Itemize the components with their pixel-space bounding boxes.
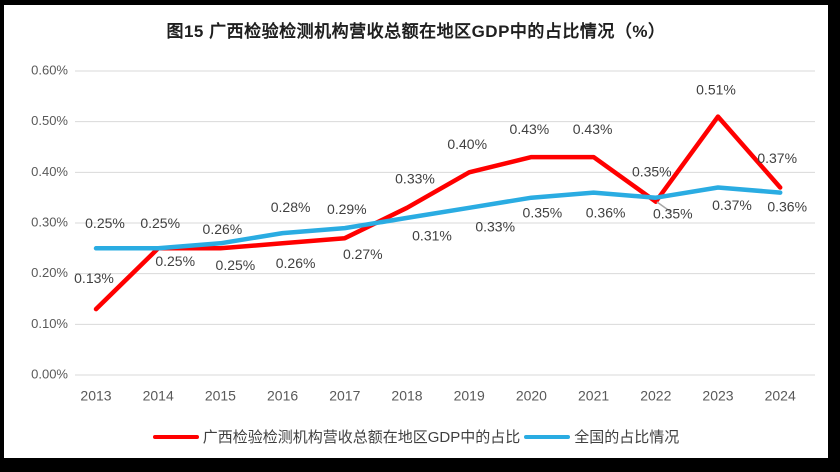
data-label: 0.27% [343,246,383,262]
data-label: 0.51% [696,81,736,97]
data-label: 0.43% [573,121,613,137]
data-label: 0.25% [216,257,256,273]
y-tick-label: 0.50% [31,113,68,128]
y-tick-label: 0.40% [31,164,68,179]
x-tick-label: 2013 [80,388,111,404]
data-label: 0.33% [395,171,435,187]
x-tick-label: 2017 [329,388,360,404]
legend-red-line-icon [152,434,199,439]
x-tick-label: 2023 [702,388,733,404]
y-tick-label: 0.30% [31,214,68,229]
data-label: 0.26% [203,221,243,237]
data-label: 0.35% [523,204,563,220]
data-label: 0.36% [586,204,626,220]
x-tick-label: 2021 [578,388,609,404]
x-tick-label: 2022 [640,388,671,404]
y-tick-label: 0.00% [31,366,68,381]
data-label: 0.43% [510,121,550,137]
x-tick-label: 2024 [765,388,796,404]
data-label: 0.37% [757,150,797,166]
data-label: 0.37% [712,197,752,213]
data-label: 0.26% [276,255,316,271]
legend: 广西检验检测机构营收总额在地区GDP中的占比 全国的占比情况 [4,426,828,447]
data-label: 0.36% [767,198,807,214]
series-line-national [93,185,783,251]
x-tick-label: 2018 [391,388,422,404]
data-label: 0.28% [271,199,311,215]
legend-label-guangxi: 广西检验检测机构营收总额在地区GDP中的占比 [202,429,521,446]
data-label: 0.29% [327,201,367,217]
y-tick-label: 0.20% [31,265,68,280]
data-label: 0.25% [140,215,180,231]
legend-label-national: 全国的占比情况 [574,429,680,446]
x-tick-label: 2015 [205,388,236,404]
data-label: 0.33% [475,219,515,235]
data-label: 0.13% [74,270,114,286]
x-tick-label: 2016 [267,388,298,404]
data-label: 0.35% [632,163,672,179]
y-tick-label: 0.10% [31,316,68,331]
legend-blue-line-icon [524,434,571,439]
data-label: 0.25% [85,215,125,231]
y-tick-label: 0.60% [31,62,68,77]
chart-title: 图15 广西检验检测机构营收总额在地区GDP中的占比情况（%） [166,22,666,41]
data-label: 0.40% [447,136,487,152]
data-label: 0.25% [155,253,195,269]
x-tick-label: 2020 [516,388,547,404]
x-tick-label: 2014 [143,388,174,404]
data-label: 0.35% [653,205,693,221]
line-chart-canvas: 0.60% 0.50% 0.40% 0.30% 0.20% 0.10% 0.00% 2013 2… [31,62,815,404]
label-leader-line [656,201,672,213]
x-tick-label: 2019 [454,388,485,404]
data-label: 0.31% [412,228,452,244]
series-line-guangxi [93,114,783,312]
